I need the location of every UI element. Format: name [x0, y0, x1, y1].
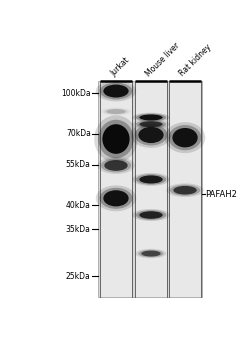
Ellipse shape	[134, 125, 167, 146]
Ellipse shape	[103, 108, 128, 115]
Ellipse shape	[135, 174, 166, 185]
Ellipse shape	[100, 108, 131, 116]
Ellipse shape	[94, 115, 137, 163]
Ellipse shape	[164, 122, 204, 153]
Bar	[100, 81, 132, 297]
Ellipse shape	[132, 119, 169, 129]
Ellipse shape	[139, 121, 162, 127]
Ellipse shape	[100, 159, 131, 173]
Ellipse shape	[103, 190, 128, 206]
Ellipse shape	[96, 81, 136, 102]
Text: 55kDa: 55kDa	[66, 160, 90, 169]
Ellipse shape	[139, 175, 162, 183]
Ellipse shape	[172, 128, 197, 147]
Ellipse shape	[139, 211, 162, 219]
Ellipse shape	[141, 251, 160, 257]
Text: PAFAH2: PAFAH2	[205, 190, 236, 199]
Ellipse shape	[106, 109, 125, 114]
Ellipse shape	[99, 188, 132, 209]
Ellipse shape	[132, 209, 169, 221]
Ellipse shape	[102, 124, 129, 154]
Bar	[98, 81, 201, 297]
Ellipse shape	[104, 160, 127, 171]
Ellipse shape	[135, 120, 166, 128]
Text: Rat kidney: Rat kidney	[177, 43, 212, 78]
Text: 35kDa: 35kDa	[66, 225, 90, 234]
Text: 100kDa: 100kDa	[61, 89, 90, 98]
Ellipse shape	[103, 85, 128, 98]
Ellipse shape	[173, 186, 196, 195]
Ellipse shape	[138, 127, 163, 143]
Ellipse shape	[135, 249, 166, 258]
Ellipse shape	[132, 173, 169, 186]
Ellipse shape	[132, 113, 169, 122]
Ellipse shape	[99, 83, 132, 99]
Ellipse shape	[139, 114, 162, 120]
Ellipse shape	[96, 186, 136, 211]
Text: Mouse liver: Mouse liver	[143, 41, 180, 78]
Ellipse shape	[166, 183, 203, 197]
Text: 40kDa: 40kDa	[66, 201, 90, 210]
Ellipse shape	[130, 122, 170, 148]
Text: Jurkat: Jurkat	[108, 56, 130, 78]
Text: 25kDa: 25kDa	[66, 272, 90, 281]
Ellipse shape	[169, 184, 200, 196]
Ellipse shape	[168, 125, 201, 150]
Ellipse shape	[97, 157, 134, 174]
Ellipse shape	[135, 114, 166, 121]
Bar	[134, 81, 166, 297]
Ellipse shape	[98, 120, 133, 158]
Ellipse shape	[138, 250, 163, 257]
Text: 70kDa: 70kDa	[66, 129, 90, 138]
Bar	[168, 81, 200, 297]
Ellipse shape	[135, 210, 166, 220]
